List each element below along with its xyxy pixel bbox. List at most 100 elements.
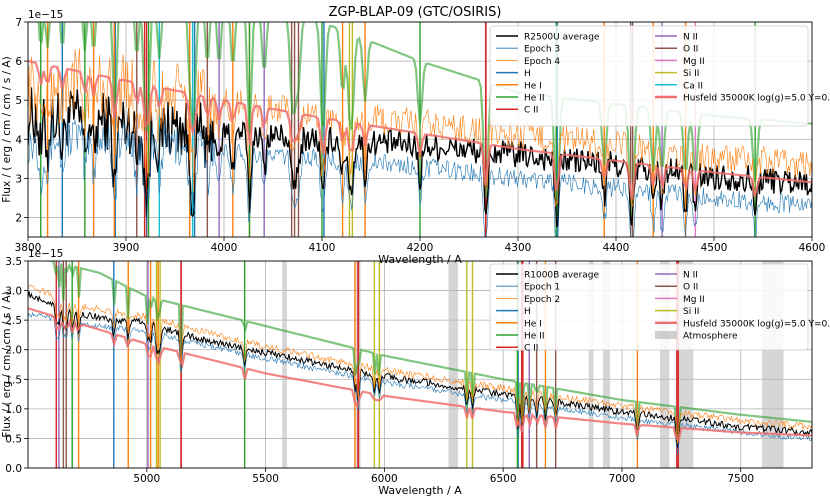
legend-label: Husfeld 35000K log(g)=5.0 Y=0.25: [683, 94, 830, 104]
y-tick-label: 0.0: [5, 463, 22, 475]
x-tick-label: 4100: [309, 242, 336, 254]
legend-label: He II: [524, 332, 544, 342]
legend-item: C II: [496, 344, 538, 354]
series-husfeld-3: [28, 60, 812, 200]
legend-item: H: [496, 69, 531, 79]
x-tick-label: 4600: [799, 242, 826, 254]
legend-item: Epoch 1: [496, 283, 560, 293]
y-tick-label: 3.5: [5, 256, 22, 268]
legend-item: Si II: [655, 307, 699, 317]
legend-label: Si II: [683, 307, 699, 317]
legend: R2500U average Epoch 3 Epoch 4 H He I He II C …: [489, 25, 830, 127]
y-tick-label: 3.0: [5, 286, 22, 298]
legend-item: N II: [655, 33, 698, 43]
legend-item: Husfeld 35000K log(g)=5.0 Y=0.25: [655, 94, 830, 104]
legend-item: R2500U average: [496, 33, 600, 43]
legend-label: O II: [683, 45, 698, 55]
atmosphere-band: [282, 261, 287, 468]
legend-label: Husfeld 35000K log(g)=5.0 Y=0.25: [683, 319, 830, 329]
y-tick-label: 1.0: [5, 404, 22, 416]
x-tick-label: 4200: [407, 242, 434, 254]
y-tick-label: 2: [15, 212, 22, 224]
legend-box: [489, 25, 809, 127]
legend-label: Mg II: [683, 57, 705, 67]
series-epoch-2: [28, 284, 812, 445]
y-tick-label: 3: [15, 173, 22, 185]
x-axis-label: Wavelength / A: [378, 484, 462, 497]
legend-label: R1000B average: [524, 271, 599, 281]
legend-item: N II: [655, 271, 698, 281]
x-tick-label: 6000: [371, 473, 398, 485]
x-tick-label: 7000: [609, 473, 636, 485]
legend-label: H: [524, 307, 531, 317]
y-tick-label: 7: [15, 17, 22, 29]
x-tick-label: 4400: [603, 242, 630, 254]
he-model-curve: [47, 261, 812, 446]
bottom-panel: 5000 5500 6000 6500 7000 7500 0.0 0.5 1.0 1.5 2.0 2…: [1, 248, 830, 497]
legend-item: O II: [655, 45, 698, 55]
legend-label: Epoch 1: [524, 283, 560, 293]
legend-item: Si II: [655, 69, 699, 79]
top-panel: 3800 3900 4000 4100 4200 4300 4400 4500 4600 2 3 4 5…: [1, 9, 830, 266]
legend-label: N II: [683, 33, 698, 43]
plot-area: [28, 261, 812, 468]
atmosphere-band: [602, 261, 611, 468]
series-epoch-2: [28, 48, 812, 208]
y-tick-label: 2.0: [5, 345, 22, 357]
legend-label: Si II: [683, 69, 699, 79]
legend-label: Atmosphere: [683, 332, 738, 342]
atmosphere-band: [448, 261, 459, 468]
legend-item: O II: [655, 283, 698, 293]
y-tick-label: 4: [15, 134, 22, 146]
atmosphere-band: [659, 261, 670, 468]
legend-label: Epoch 2: [524, 295, 560, 305]
series-epoch-1: [28, 120, 812, 237]
legend-item: Mg II: [655, 57, 705, 67]
x-tick-label: 4000: [211, 242, 238, 254]
x-tick-label: 7500: [727, 473, 754, 485]
series-r1000b-0: [28, 291, 812, 448]
offset-text: 1e−15: [28, 248, 63, 260]
legend-label: H: [524, 69, 531, 79]
x-tick-label: 3800: [15, 242, 42, 254]
legend-item: R1000B average: [496, 271, 599, 281]
y-tick-label: 6: [15, 56, 22, 68]
legend-item: Epoch 4: [496, 57, 560, 67]
legend-item: Epoch 2: [496, 295, 560, 305]
y-tick-label: 2.5: [5, 315, 22, 327]
legend-item: Atmosphere: [655, 331, 738, 342]
legend-item: Epoch 3: [496, 45, 560, 55]
legend-item: H: [496, 307, 531, 317]
x-tick-label: 5000: [133, 473, 160, 485]
legend-item: He I: [496, 81, 542, 91]
y-tick-label: 5: [15, 95, 22, 107]
legend-label: C II: [524, 344, 538, 354]
x-tick-label: 4500: [701, 242, 728, 254]
axes-frame: [27, 260, 813, 469]
legend-swatch: [655, 331, 677, 339]
plot-area: [28, 22, 812, 237]
y-tick-label: 0.5: [5, 433, 22, 445]
legend-label: He I: [524, 81, 542, 91]
y-axis-label: Flux / ( erg / cm / cm / s / A): [1, 56, 13, 202]
atmosphere-band: [588, 261, 594, 468]
legend-label: C II: [524, 106, 538, 116]
legend-box: [489, 263, 809, 351]
legend-item: He II: [496, 94, 544, 104]
x-tick-label: 3900: [113, 242, 140, 254]
legend-label: Ca II: [683, 81, 703, 91]
legend-item: Husfeld 35000K log(g)=5.0 Y=0.25: [655, 319, 830, 329]
series-husfeld-3: [28, 307, 812, 443]
x-tick-label: 4300: [505, 242, 532, 254]
legend: R1000B average Epoch 1 Epoch 2 H He I He II C …: [489, 263, 830, 354]
x-tick-label: 5500: [252, 473, 279, 485]
legend-label: N II: [683, 271, 698, 281]
legend-item: He I: [496, 319, 542, 329]
figure-title: ZGP-BLAP-09 (GTC/OSIRIS): [329, 5, 502, 20]
legend-label: He II: [524, 94, 544, 104]
y-axis-label: Flux / ( erg / cm / cm / s / A): [1, 291, 13, 437]
legend-label: Epoch 4: [524, 57, 560, 67]
legend-item: C II: [496, 106, 538, 116]
legend-item: He II: [496, 332, 544, 342]
legend-label: He I: [524, 319, 542, 329]
